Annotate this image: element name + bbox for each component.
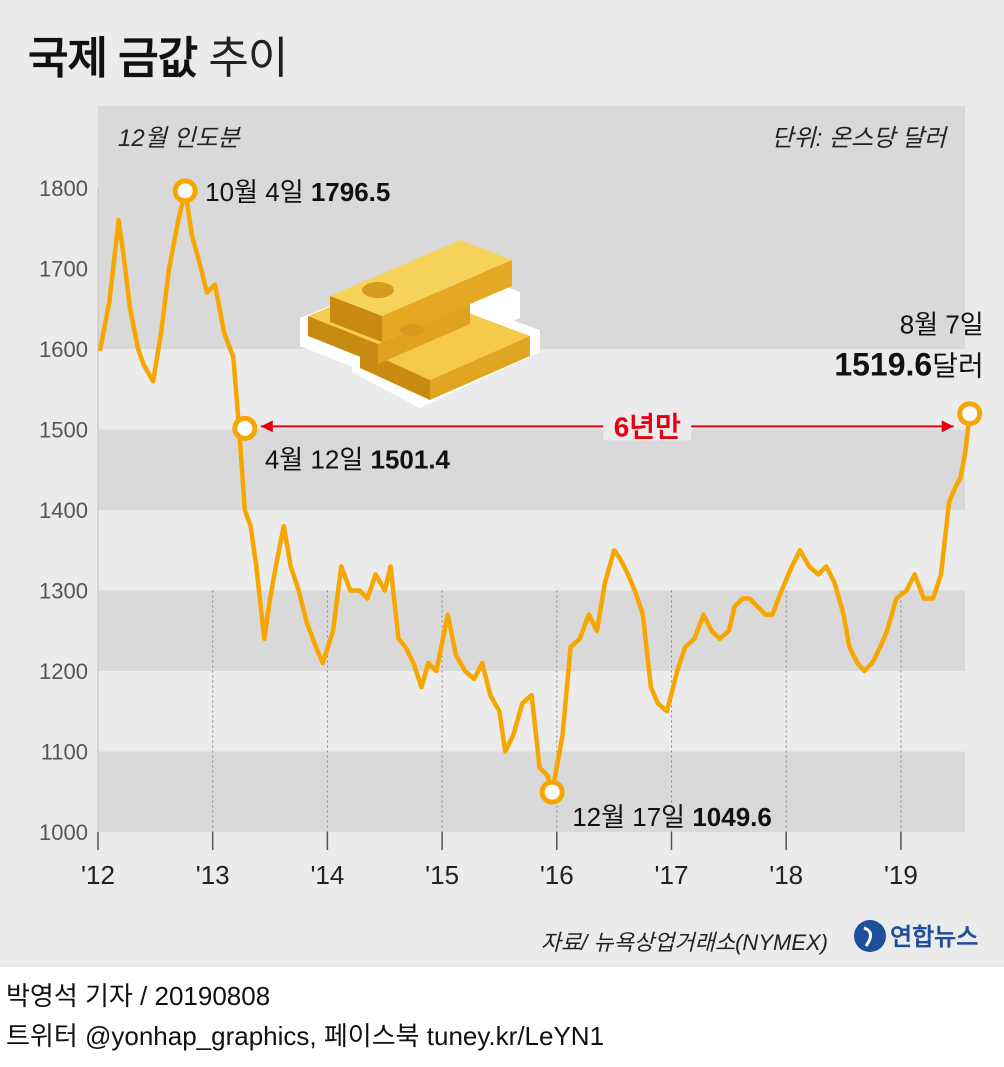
x-tick-label: '15 xyxy=(425,860,459,890)
yonhap-logo: 연합뉴스 xyxy=(852,914,992,958)
annotation-label: 1519.6달러 xyxy=(834,347,983,383)
credit-reporter: 박영석 기자 / 20190808 xyxy=(6,981,271,1011)
x-tick-label: '12 xyxy=(81,860,115,890)
gold-price-line xyxy=(98,188,972,795)
annotation-value: 1519.6 xyxy=(834,347,932,383)
grid-band xyxy=(98,188,965,269)
source-label: 자료/ 뉴욕상업거래소(NYMEX) xyxy=(541,930,828,955)
arrow-head-right xyxy=(941,420,954,433)
annotation-marker xyxy=(172,178,198,204)
x-tick-label: '14 xyxy=(310,860,344,890)
title-light: 추이 xyxy=(208,34,288,83)
logo-text: 연합뉴스 xyxy=(890,924,978,951)
arrow-head-left xyxy=(260,420,273,433)
grid-band xyxy=(98,590,965,671)
annotation-value: 1501.4 xyxy=(370,444,450,474)
annotation-date: 12월 17일 xyxy=(572,802,692,832)
y-tick-label: 1300 xyxy=(39,579,88,604)
y-tick-label: 1200 xyxy=(39,659,88,684)
y-tick-label: 1700 xyxy=(39,257,88,282)
annotation-date: 4월 12일 xyxy=(265,444,371,474)
annotation-value: 1796.5 xyxy=(311,177,391,207)
page-title: 국제 금값 추이 xyxy=(28,22,288,86)
gold-price-chart: 1000 1100 1200 1300 1400 1500 1600 1700 1800 '12… xyxy=(39,106,984,955)
grid-band xyxy=(98,429,965,510)
annotation-label: 10월 4일 1796.5 xyxy=(205,177,390,207)
arrow-label: 6년만 xyxy=(614,411,681,442)
annotation-date: 8월 7일 xyxy=(900,310,984,340)
y-tick-label: 1800 xyxy=(39,176,88,201)
x-tick-label: '19 xyxy=(884,860,918,890)
chart-subtitle: 12월 인도분 xyxy=(118,125,242,152)
credit-social: 트위터 @yonhap_graphics, 페이스북 tuney.kr/LeYN… xyxy=(6,1021,605,1051)
y-tick-label: 1400 xyxy=(39,498,88,523)
annotation-unit: 달러 xyxy=(932,351,984,382)
y-tick-label: 1100 xyxy=(41,740,88,765)
annotation-label: 12월 17일 1049.6 xyxy=(572,802,772,832)
grid-band xyxy=(98,751,965,832)
arrow-label-bg xyxy=(603,406,692,441)
y-tick-label: 1000 xyxy=(39,820,88,845)
x-tick-label: '18 xyxy=(769,860,803,890)
x-tick-label: '17 xyxy=(655,860,689,890)
gold-bars-icon xyxy=(300,240,540,408)
annotation-marker xyxy=(232,415,258,441)
x-tick-label: '13 xyxy=(196,860,230,890)
annotation-marker xyxy=(539,779,565,805)
title-bold: 국제 금값 xyxy=(28,34,198,83)
y-tick-label: 1500 xyxy=(39,418,88,443)
unit-label: 단위: 온스당 달러 xyxy=(771,125,947,152)
annotation-value: 1049.6 xyxy=(692,802,772,832)
annotation-marker xyxy=(957,401,983,427)
y-tick-label: 1600 xyxy=(39,337,88,362)
annotation-label: 4월 12일 1501.4 xyxy=(265,444,451,474)
annotation-date: 10월 4일 xyxy=(205,177,311,207)
x-tick-label: '16 xyxy=(540,860,574,890)
header-band xyxy=(98,106,965,188)
